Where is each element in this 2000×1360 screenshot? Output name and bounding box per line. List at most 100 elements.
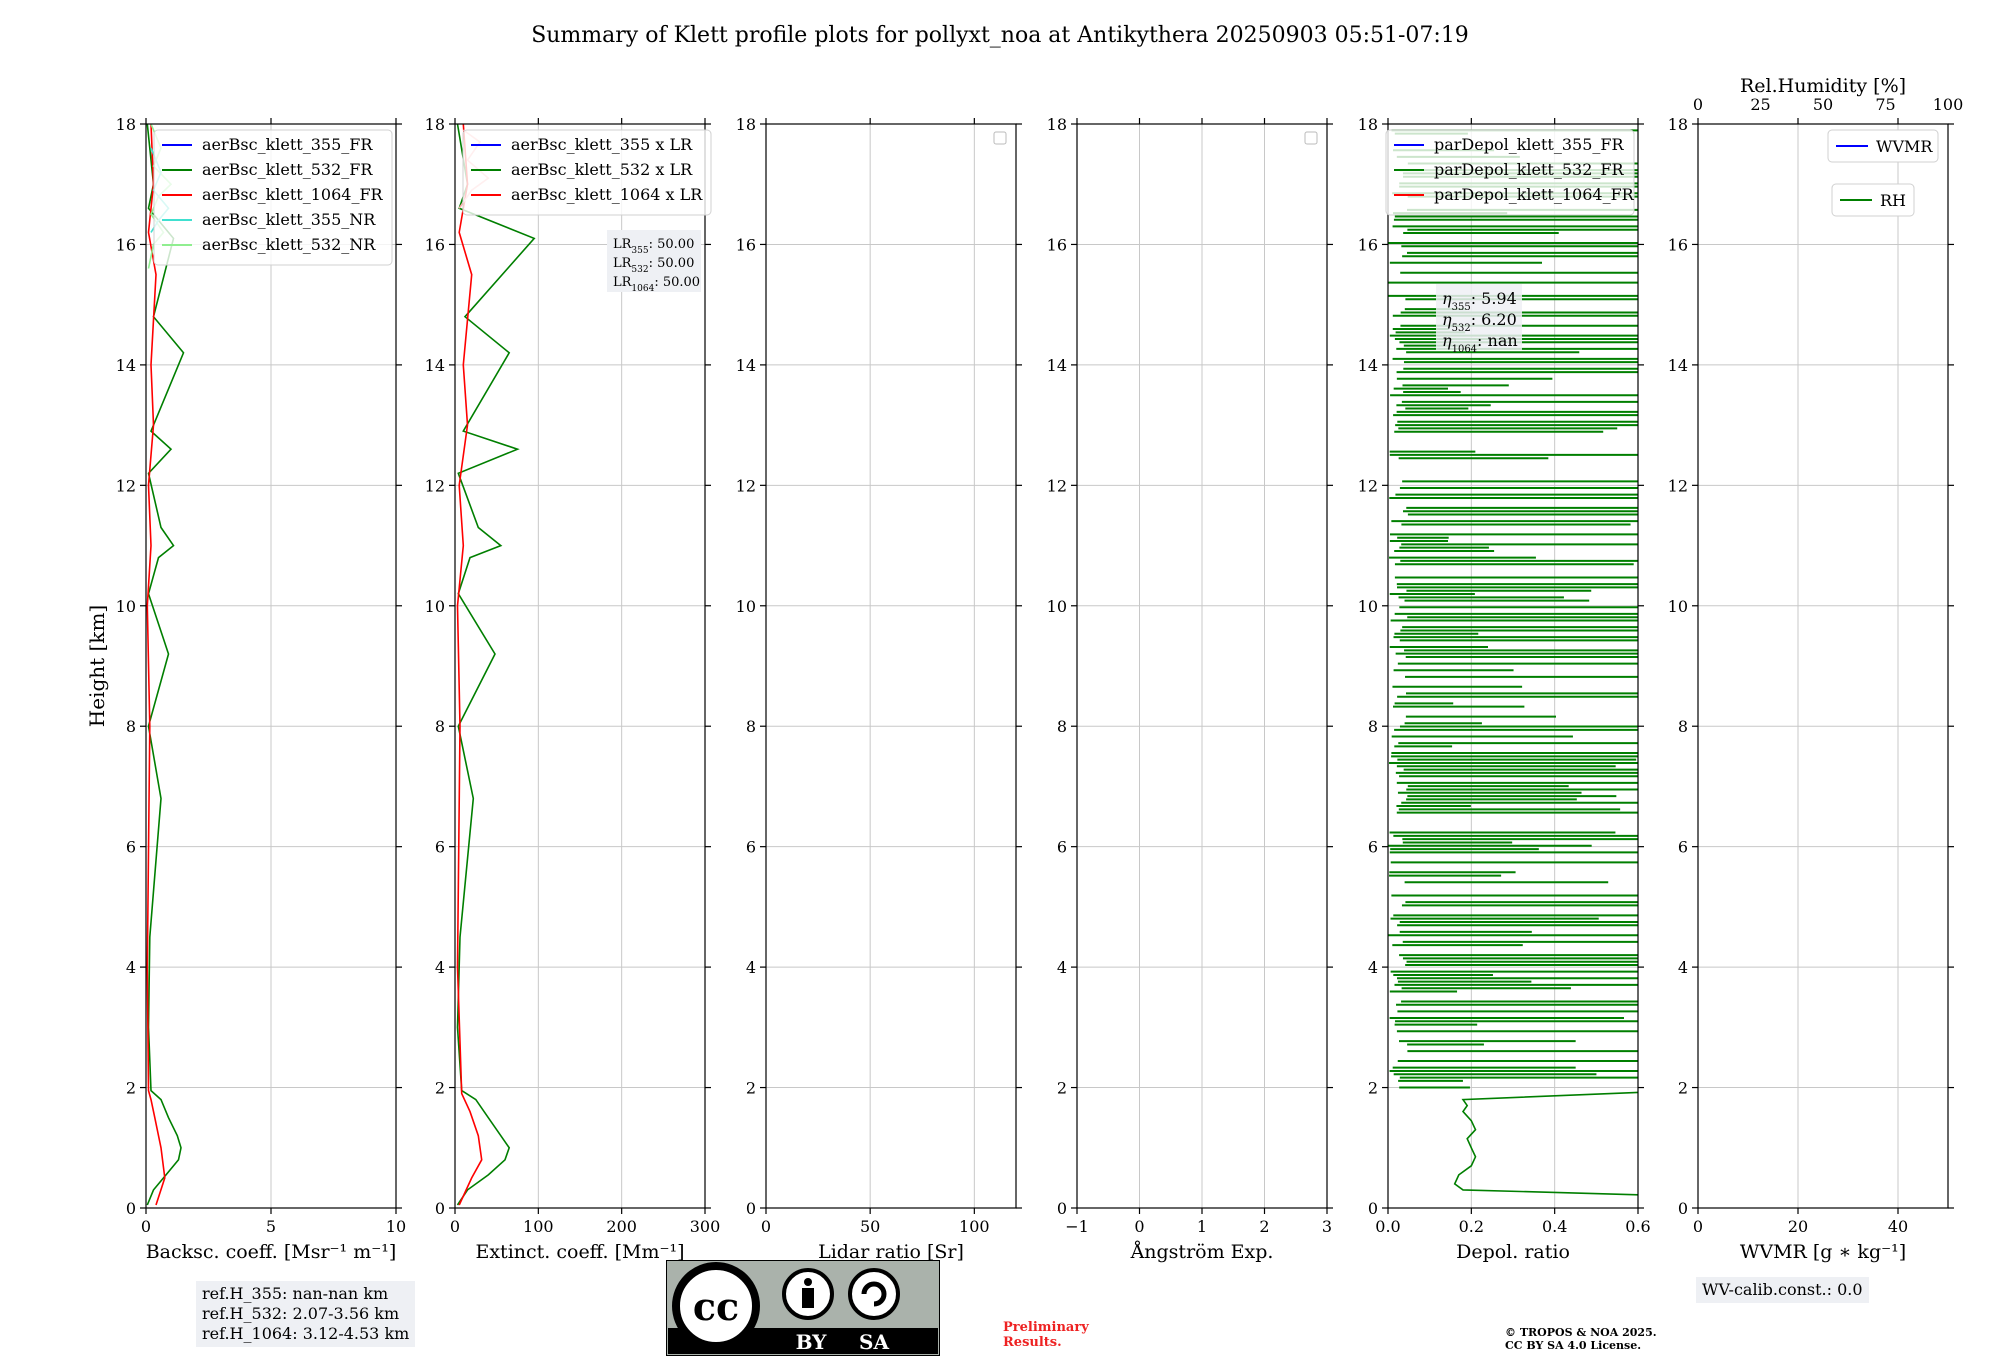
- backscatter-xtick-label: 10: [386, 1217, 406, 1236]
- backscatter-panel: 0 2 4 6 8 10 12 14 16 18 0 5 10 Backsc. coeff. [Msr⁻¹…: [85, 115, 406, 1263]
- preliminary-note: Preliminary Results.: [1003, 1320, 1089, 1350]
- depol-ytick-label: 6: [1368, 838, 1378, 857]
- depol-axes-frame: [1387, 123, 1639, 1209]
- angstrom-xtick-label: 3: [1322, 1217, 1332, 1236]
- backscatter-ytick-label: 0: [126, 1199, 136, 1218]
- extinction-series-aerBsc_klett_532 x LR: [456, 123, 536, 1206]
- angstrom-xtick-label: 1: [1197, 1217, 1207, 1236]
- lidar-ratio-panel: 0 2 4 6 8 10 12 14 16 18 0 50 100 Lidar ratio [Sr]: [736, 115, 1022, 1263]
- sa-text: SA: [859, 1330, 889, 1354]
- wvmr-ytick-label: 12: [1668, 476, 1688, 495]
- wvmr-ytick-label: 10: [1668, 597, 1688, 616]
- backscatter-legend-label: aerBsc_klett_532_NR: [202, 235, 376, 254]
- lidar-ratio-ytick-label: 8: [746, 717, 756, 736]
- backscatter-legend-label: aerBsc_klett_1064_FR: [202, 185, 384, 204]
- wvmr-xtick-label: 0: [1693, 1217, 1703, 1236]
- depol-legend-label: parDepol_klett_355_FR: [1434, 135, 1625, 154]
- backscatter-ytick-label: 10: [116, 597, 136, 616]
- extinction-ytick-label: 2: [435, 1079, 445, 1098]
- wvmr-ytick-label: 16: [1668, 235, 1688, 254]
- extinction-legend-label: aerBsc_klett_355 x LR: [511, 135, 693, 154]
- depol-ytick-label: 16: [1358, 235, 1378, 254]
- backscatter-ytick-label: 6: [126, 838, 136, 857]
- wvmr-ytick-label: 14: [1668, 356, 1688, 375]
- backscatter-series-aerBsc_klett_1064_FR: [146, 123, 166, 1206]
- extinction-ytick-label: 4: [435, 958, 445, 977]
- backscatter-legend-label: aerBsc_klett_355_NR: [202, 210, 376, 229]
- angstrom-xtick-label: 0: [1134, 1217, 1144, 1236]
- copyright-note: © TROPOS & NOA 2025. CC BY SA 4.0 Licens…: [1505, 1326, 1657, 1352]
- wvmr-legend-label: WVMR: [1876, 137, 1933, 156]
- backscatter-ytick-label: 8: [126, 717, 136, 736]
- backscatter-series-aerBsc_klett_532_FR: [146, 123, 185, 1206]
- backscatter-xtick-label: 0: [141, 1217, 151, 1236]
- cc-text: cc: [693, 1284, 739, 1329]
- angstrom-ytick-label: 12: [1047, 476, 1067, 495]
- extinction-xtick-label: 300: [690, 1217, 721, 1236]
- depol-xtick-label: 0.6: [1625, 1217, 1650, 1236]
- wvmr-ytick-label: 6: [1678, 838, 1688, 857]
- angstrom-ytick-label: 14: [1047, 356, 1067, 375]
- extinction-ytick-label: 8: [435, 717, 445, 736]
- wvmr-xtick-label: 40: [1888, 1217, 1908, 1236]
- depol-legend-label: parDepol_klett_532_FR: [1434, 160, 1625, 179]
- wvmr-top-xtick-label: 25: [1750, 95, 1770, 114]
- backscatter-ytick-label: 16: [116, 235, 136, 254]
- angstrom-ytick-label: 10: [1047, 597, 1067, 616]
- depol-panel: 0 2 4 6 8 10 12 14 16 18 0.0 0.2 0.4 0.6 Depol. ratio p…: [1358, 115, 1651, 1263]
- extinction-xlabel: Extinct. coeff. [Mm⁻¹]: [475, 1241, 684, 1263]
- by-text: BY: [796, 1330, 828, 1354]
- depol-eta-label: η1064: nan: [1442, 331, 1518, 355]
- extinction-ytick-label: 18: [425, 115, 445, 134]
- angstrom-ytick-label: 18: [1047, 115, 1067, 134]
- wvmr-panel: 0 2 4 6 8 10 12 14 16 18 0 20 40 WVMR [g ∗ kg⁻¹] 0 25 50…: [1668, 75, 1964, 1263]
- lidar-ratio-xtick-label: 100: [959, 1217, 990, 1236]
- backscatter-ylabel: Height [km]: [85, 605, 109, 727]
- angstrom-ytick-label: 2: [1057, 1079, 1067, 1098]
- wv-calib-note: WV-calib.const.: 0.0: [1702, 1280, 1863, 1299]
- wvmr-ytick-label: 18: [1668, 115, 1688, 134]
- extinction-ytick-label: 16: [425, 235, 445, 254]
- depol-ytick-label: 4: [1368, 958, 1378, 977]
- lidar-ratio-ytick-label: 14: [736, 356, 756, 375]
- lidar-ratio-ytick-label: 2: [746, 1079, 756, 1098]
- depol-eta-label: η532: 6.20: [1442, 310, 1517, 334]
- backscatter-xlabel: Backsc. coeff. [Msr⁻¹ m⁻¹]: [146, 1241, 397, 1263]
- angstrom-xtick-label: −1: [1065, 1217, 1089, 1236]
- figure-title: Summary of Klett profile plots for polly…: [531, 23, 1469, 48]
- lidar-ratio-ytick-label: 0: [746, 1199, 756, 1218]
- extinction-panel: 0 2 4 6 8 10 12 14 16 18 0 100 200 300 Extinct. coeff.…: [425, 115, 721, 1263]
- depol-eta-label: η355: 5.94: [1442, 289, 1517, 313]
- extinction-ytick-label: 0: [435, 1199, 445, 1218]
- depol-xtick-label: 0.0: [1375, 1217, 1400, 1236]
- depol-legend-label: parDepol_klett_1064_FR: [1434, 185, 1635, 204]
- wvmr-axes-frame: [1697, 123, 1949, 1209]
- angstrom-xtick-label: 2: [1259, 1217, 1269, 1236]
- extinction-xtick-label: 0: [450, 1217, 460, 1236]
- depol-series-parDepol_klett_532_FR: [1453, 1091, 1639, 1196]
- refh-355-note: ref.H_355: nan-nan km: [202, 1284, 389, 1303]
- depol-eta-box: [1436, 284, 1522, 350]
- depol-ytick-label: 0: [1368, 1199, 1378, 1218]
- copyright-line-1: © TROPOS & NOA 2025.: [1505, 1326, 1657, 1339]
- depol-ytick-label: 12: [1358, 476, 1378, 495]
- wvmr-legend-label: RH: [1880, 191, 1906, 210]
- lidar-ratio-empty-legend: [993, 131, 1007, 145]
- wvmr-xlabel: WVMR [g ∗ kg⁻¹]: [1740, 1241, 1906, 1263]
- depol-xtick-label: 0.2: [1459, 1217, 1484, 1236]
- depol-ytick-label: 14: [1358, 356, 1378, 375]
- extinction-series-aerBsc_klett_1064 x LR: [456, 123, 483, 1206]
- depol-xlabel: Depol. ratio: [1456, 1241, 1570, 1263]
- angstrom-ytick-label: 0: [1057, 1199, 1067, 1218]
- preliminary-line-1: Preliminary: [1003, 1320, 1089, 1335]
- wvmr-top-xtick-label: 50: [1813, 95, 1833, 114]
- backscatter-ytick-label: 2: [126, 1079, 136, 1098]
- angstrom-ytick-label: 16: [1047, 235, 1067, 254]
- extinction-legend-label: aerBsc_klett_1064 x LR: [511, 185, 703, 204]
- extinction-xtick-label: 100: [523, 1217, 554, 1236]
- preliminary-line-2: Results.: [1003, 1335, 1062, 1350]
- cc-by-sa-logo: cc BY SA: [666, 1260, 940, 1356]
- lidar-ratio-xtick-label: 50: [860, 1217, 880, 1236]
